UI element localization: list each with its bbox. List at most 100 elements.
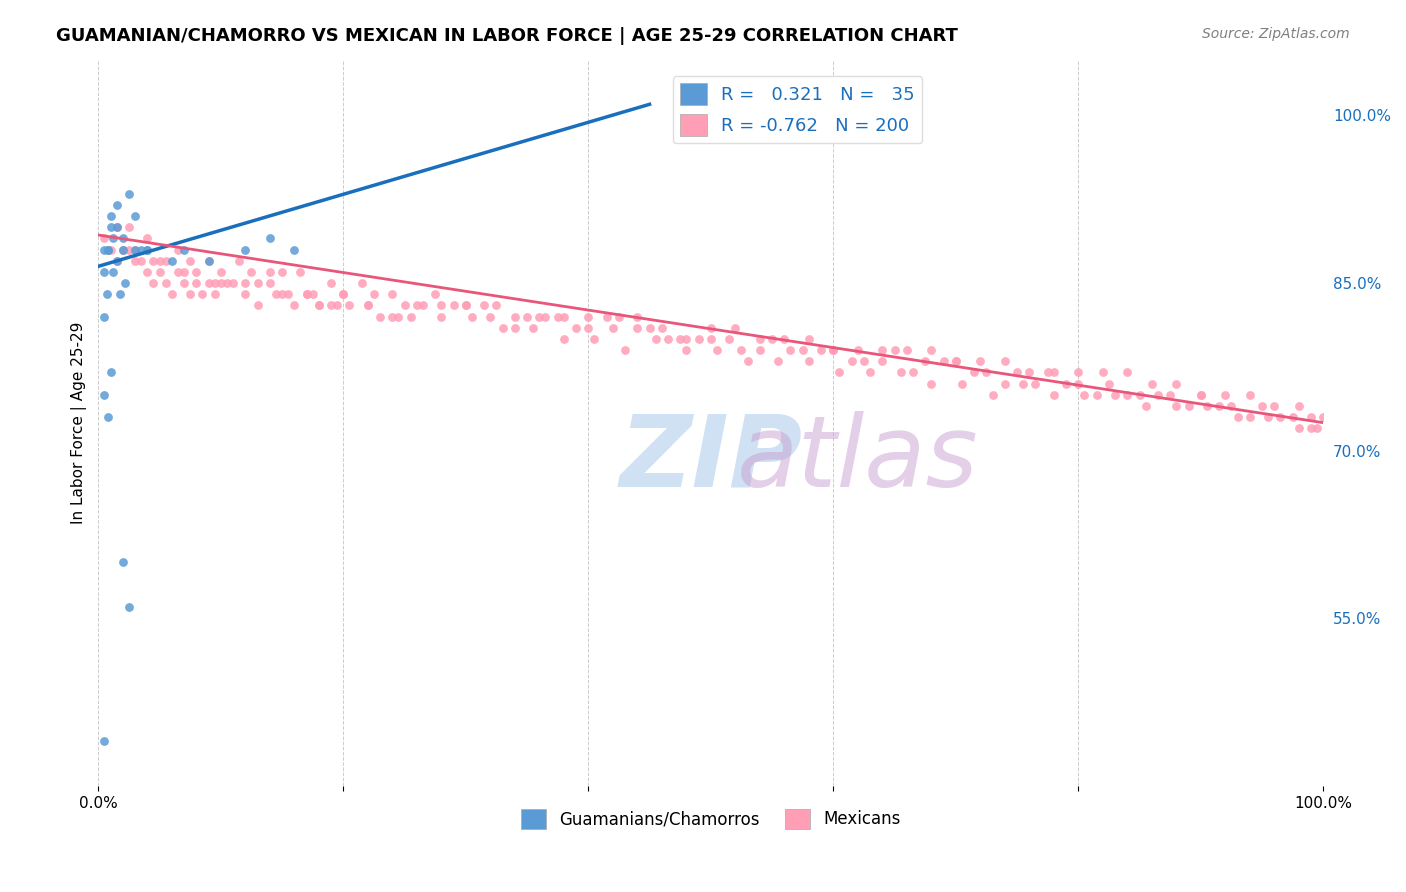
Point (950, 376, 973, 391)
Point (100, 243, 122, 257)
Point (124, 253, 146, 268)
Point (167, 243, 190, 257)
Point (1257, 410, 1279, 425)
Point (1288, 399, 1310, 413)
Point (167, 265, 190, 279)
Point (583, 332, 606, 346)
Point (332, 287, 354, 301)
Point (160, 253, 183, 268)
Point (981, 388, 1004, 402)
Point (100, 209, 122, 223)
Point (700, 332, 723, 346)
Point (357, 298, 380, 312)
Point (823, 343, 845, 357)
Point (797, 354, 820, 368)
Point (295, 287, 318, 301)
Point (1288, 421, 1310, 435)
Y-axis label: In Labor Force | Age 25-29: In Labor Force | Age 25-29 (72, 321, 87, 524)
Point (1054, 376, 1077, 391)
Point (259, 231, 281, 245)
Point (350, 276, 373, 290)
Point (155, 276, 177, 290)
Point (1135, 399, 1157, 413)
Point (846, 343, 869, 357)
Point (718, 332, 741, 346)
Point (596, 310, 619, 324)
Point (97, 410, 120, 425)
Point (173, 243, 195, 257)
Point (381, 310, 404, 324)
Point (1251, 399, 1274, 413)
Point (118, 220, 141, 235)
Point (976, 366, 998, 380)
Point (700, 320, 723, 334)
Point (111, 243, 134, 257)
Text: atlas: atlas (737, 410, 979, 508)
Point (1270, 410, 1292, 425)
Point (326, 298, 349, 312)
Point (209, 265, 232, 279)
Point (215, 276, 238, 290)
Point (295, 287, 318, 301)
Point (841, 354, 863, 368)
Point (179, 253, 201, 268)
Text: GUAMANIAN/CHAMORRO VS MEXICAN IN LABOR FORCE | AGE 25-29 CORRELATION CHART: GUAMANIAN/CHAMORRO VS MEXICAN IN LABOR F… (56, 27, 957, 45)
Point (1104, 388, 1126, 402)
Point (651, 320, 673, 334)
Point (173, 265, 195, 279)
Point (1312, 410, 1334, 425)
Point (1189, 388, 1212, 402)
Point (290, 265, 312, 279)
Point (197, 253, 219, 268)
Point (97, 243, 120, 257)
Point (399, 310, 422, 324)
Point (136, 265, 159, 279)
Point (1220, 399, 1243, 413)
Point (472, 298, 495, 312)
Point (1281, 410, 1303, 425)
Point (792, 343, 814, 357)
Text: ZIP: ZIP (619, 410, 803, 508)
Point (1116, 388, 1139, 402)
Point (155, 253, 177, 268)
Point (443, 298, 465, 312)
Point (277, 287, 299, 301)
Point (945, 354, 967, 368)
Point (626, 320, 648, 334)
Point (766, 354, 789, 368)
Point (1166, 399, 1188, 413)
Point (191, 287, 214, 301)
Point (896, 343, 918, 357)
Point (872, 343, 894, 357)
Point (920, 343, 942, 357)
Point (920, 376, 942, 391)
Point (1091, 366, 1114, 380)
Point (688, 332, 710, 346)
Point (430, 298, 453, 312)
Point (1018, 366, 1040, 380)
Point (357, 298, 380, 312)
Point (197, 253, 219, 268)
Point (607, 310, 630, 324)
Point (669, 332, 692, 346)
Point (246, 298, 269, 312)
Point (93, 734, 115, 748)
Point (602, 320, 624, 334)
Point (204, 287, 226, 301)
Point (485, 298, 508, 312)
Point (283, 298, 305, 312)
Point (259, 276, 281, 290)
Point (969, 354, 991, 368)
Point (932, 354, 955, 368)
Point (430, 310, 453, 324)
Point (186, 276, 208, 290)
Point (93, 231, 115, 245)
Point (534, 310, 557, 324)
Point (319, 298, 342, 312)
Point (553, 310, 575, 324)
Point (129, 243, 152, 257)
Point (963, 366, 986, 380)
Point (149, 265, 172, 279)
Point (105, 253, 128, 268)
Point (186, 265, 208, 279)
